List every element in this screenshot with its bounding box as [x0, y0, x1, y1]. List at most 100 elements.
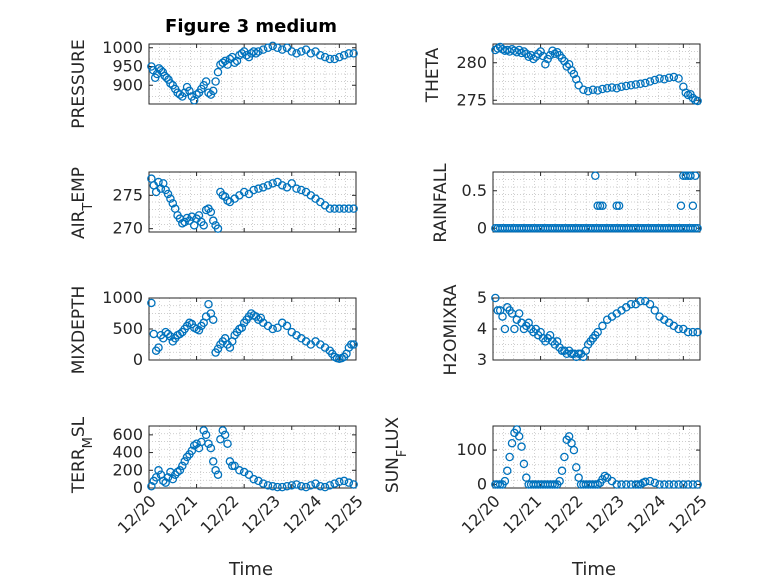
data-point	[277, 482, 287, 492]
data-point	[282, 481, 292, 491]
data-point	[650, 306, 660, 315]
data-point	[199, 221, 208, 230]
data-point	[593, 86, 602, 95]
y-tick-label: 0.5	[462, 181, 487, 200]
data-point	[297, 185, 306, 195]
data-point	[163, 189, 173, 199]
data-point	[660, 480, 669, 489]
data-point	[273, 43, 282, 53]
data-point	[679, 480, 688, 489]
data-point	[500, 324, 510, 334]
x-tick-label: 12/24	[279, 491, 325, 537]
data-point	[306, 481, 316, 490]
data-point	[273, 323, 282, 333]
ylabel-sun-flux: SUNFLUX	[383, 417, 410, 494]
x-tick-label: 12/22	[197, 491, 243, 537]
data-point	[249, 47, 258, 56]
data-point	[633, 480, 643, 489]
data-point	[156, 66, 166, 75]
data-point	[163, 329, 173, 339]
data-point	[292, 184, 301, 193]
data-point	[156, 184, 166, 193]
data-point	[306, 49, 316, 58]
data-point	[674, 324, 683, 334]
data-point	[316, 481, 325, 491]
y-tick-label: 500	[112, 319, 143, 338]
data-point	[147, 481, 156, 491]
data-point	[287, 481, 297, 490]
data-point	[206, 443, 216, 453]
data-point	[292, 480, 301, 489]
data-point	[175, 329, 185, 339]
data-point	[602, 84, 612, 93]
data-point	[208, 457, 218, 466]
data-point	[197, 437, 206, 447]
data-point	[201, 77, 211, 86]
data-point	[282, 321, 292, 331]
data-point	[273, 482, 282, 492]
data-point	[514, 432, 524, 441]
ylabel-h2omixra: H2OMIXRA	[441, 284, 461, 375]
data-point	[690, 223, 700, 233]
data-point	[211, 77, 220, 86]
data-point	[683, 480, 693, 489]
data-point	[346, 340, 356, 349]
data-point	[688, 480, 698, 489]
data-point	[598, 201, 607, 210]
data-point	[536, 47, 545, 56]
data-point	[230, 58, 239, 68]
y-tick-label: 4	[477, 319, 487, 338]
data-point	[277, 181, 287, 190]
x-tick-label: 12/22	[541, 491, 587, 537]
data-point	[514, 309, 524, 318]
y-tick-label: 1000	[102, 38, 143, 57]
x-tick-label: 12/21	[499, 491, 545, 537]
data-point	[166, 79, 175, 88]
data-point	[693, 96, 702, 106]
data-point	[339, 204, 349, 213]
data-point	[588, 85, 598, 95]
data-point	[593, 327, 602, 337]
data-point	[242, 51, 251, 60]
subplot-6: 3 4 5	[477, 288, 702, 369]
data-point	[669, 72, 679, 82]
data-point	[674, 480, 683, 489]
data-point	[645, 299, 655, 309]
x-tick-label: 12/20	[114, 491, 160, 537]
data-point	[325, 54, 335, 64]
data-point	[254, 184, 263, 193]
data-point	[199, 426, 208, 435]
data-point	[650, 478, 660, 488]
y-tick-label: 600	[112, 425, 143, 444]
ylabel-rainfall: RAINFALL	[431, 163, 451, 243]
data-point	[147, 298, 156, 308]
data-point	[500, 476, 510, 486]
x-tick-label: 12/21	[155, 491, 201, 537]
data-point	[175, 466, 185, 475]
y-tick-label: 280	[456, 53, 487, 72]
data-point	[598, 321, 607, 331]
data-point	[287, 47, 297, 56]
y-tick-label: 100	[456, 440, 487, 459]
data-point	[263, 43, 273, 53]
data-point	[517, 442, 526, 451]
x-tick-label: 12/23	[582, 491, 628, 537]
data-point	[503, 466, 512, 476]
data-point	[268, 41, 277, 51]
data-point	[211, 466, 220, 475]
data-point	[688, 201, 698, 210]
data-point	[574, 81, 583, 90]
y-tick-label: 950	[112, 57, 143, 76]
y-tick-label: 0	[477, 475, 487, 494]
y-tick-label: 200	[112, 460, 143, 479]
data-point	[268, 324, 277, 334]
data-point	[237, 323, 247, 333]
data-point	[344, 478, 354, 487]
data-point	[686, 171, 695, 180]
data-point	[325, 481, 335, 490]
data-point	[277, 45, 287, 54]
data-point	[220, 430, 230, 440]
data-point	[230, 461, 239, 471]
data-point	[569, 445, 579, 455]
data-point	[192, 439, 201, 448]
